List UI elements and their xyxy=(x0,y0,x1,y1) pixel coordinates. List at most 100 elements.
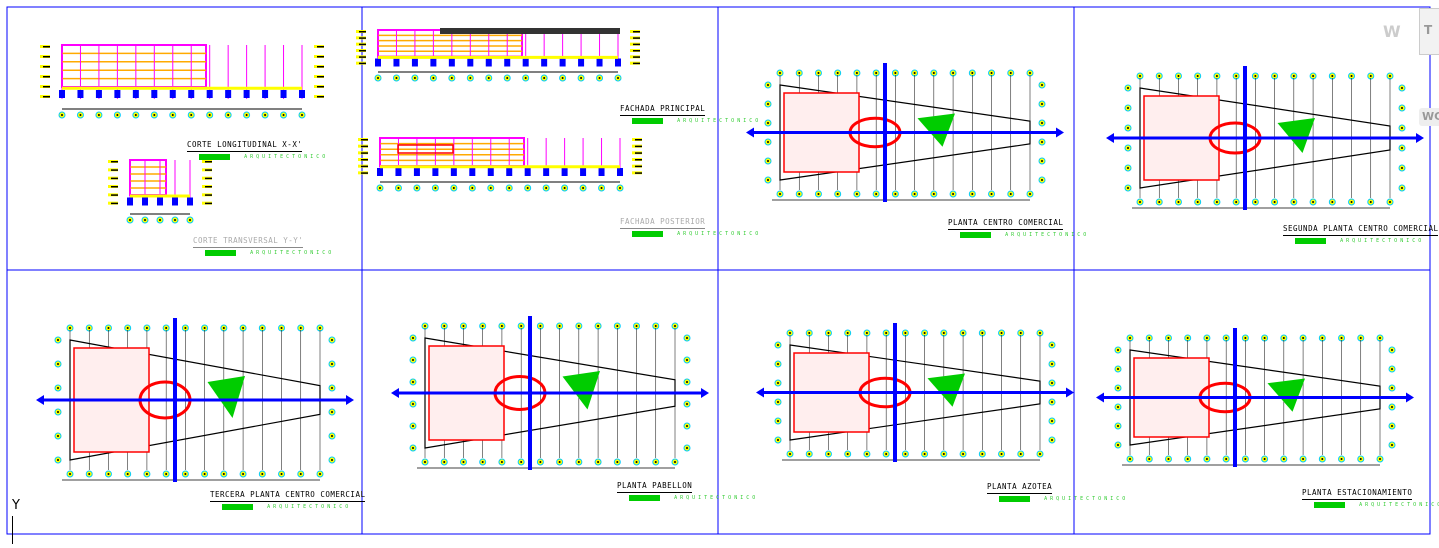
axis-marker-dot xyxy=(1340,337,1343,339)
axis-marker-dot xyxy=(767,84,769,86)
axis-marker-dot xyxy=(57,435,59,437)
footing xyxy=(395,168,402,176)
axis-marker-dot xyxy=(222,327,225,329)
axis-marker-dot xyxy=(1282,337,1285,339)
green-area xyxy=(917,113,955,147)
axis-marker-dot xyxy=(539,325,542,327)
level-tag-mark xyxy=(635,172,642,174)
sheet-subtitle: ESC 1/100 ARQUITECTONICO xyxy=(960,232,1089,238)
viewcube-face[interactable]: W xyxy=(1383,22,1401,41)
axis-marker-dot xyxy=(923,453,926,455)
axis-marker-dot xyxy=(767,179,769,181)
viewcube-top-button[interactable]: T xyxy=(1419,8,1439,55)
axis-marker-dot xyxy=(412,425,414,427)
footing xyxy=(411,58,418,67)
green-area xyxy=(562,371,600,410)
axis-marker-dot xyxy=(558,461,561,463)
axis-marker-dot xyxy=(923,332,926,334)
sheet-subtitle: ESC 1/100 ARQUITECTONICO xyxy=(222,504,351,510)
footing xyxy=(430,58,437,67)
footing xyxy=(450,168,457,176)
axis-marker-dot xyxy=(1391,387,1393,389)
axis-marker-dot xyxy=(616,325,619,327)
axis-marker-dot xyxy=(543,77,546,79)
axis-marker-dot xyxy=(817,193,820,195)
axis-marker-dot xyxy=(432,77,435,79)
level-tag-mark xyxy=(359,37,366,39)
axis-marker-dot xyxy=(144,219,146,221)
axis-marker-dot xyxy=(855,72,858,74)
scale-label: ESC 1/100 xyxy=(632,118,664,124)
axis-marker-dot xyxy=(88,473,91,475)
axis-marker-dot xyxy=(413,77,416,79)
footing xyxy=(448,58,455,67)
axis-marker-dot xyxy=(1215,75,1218,77)
axis-marker-dot xyxy=(817,72,820,74)
axis-marker-dot xyxy=(107,473,110,475)
axis-marker-dot xyxy=(280,327,283,329)
axis-marker-dot xyxy=(1292,201,1295,203)
axis-marker-dot xyxy=(779,72,781,74)
level-tag-mark xyxy=(635,159,642,161)
plan-outline xyxy=(424,337,676,449)
axis-marker-dot xyxy=(1117,425,1119,427)
axis-marker-dot xyxy=(1244,458,1247,460)
level-tag-mark xyxy=(359,31,366,33)
axis-marker-dot xyxy=(836,72,839,74)
level-tag-mark xyxy=(359,62,366,65)
axis-marker-dot xyxy=(767,141,769,143)
axis-marker-dot xyxy=(865,332,868,334)
viewcube-compass[interactable]: WC xyxy=(1419,108,1439,126)
drawing-type-label: ARQUITECTONICO xyxy=(1359,502,1439,508)
footing xyxy=(127,197,133,206)
axis-marker-dot xyxy=(577,461,580,463)
level-tag-mark xyxy=(635,165,642,168)
axis-marker-dot xyxy=(1051,420,1053,422)
axis-marker-dot xyxy=(245,114,248,116)
axis-marker-dot xyxy=(686,403,688,405)
axis-marker-dot xyxy=(1321,458,1324,460)
axis-marker-dot xyxy=(932,72,935,74)
axis-marker-dot xyxy=(508,187,511,189)
axis-marker-dot xyxy=(1196,75,1199,77)
arrow-left-icon xyxy=(746,127,754,138)
axis-marker-dot xyxy=(520,325,523,327)
drawing-type-label: ARQUITECTONICO xyxy=(250,250,335,256)
axis-marker-dot xyxy=(952,72,955,74)
level-tag-mark xyxy=(359,56,366,58)
axis-marker-dot xyxy=(674,461,676,463)
axis-marker-dot xyxy=(481,325,484,327)
axis-marker-dot xyxy=(1000,453,1003,455)
axis-marker-dot xyxy=(145,327,148,329)
axis-marker-dot xyxy=(885,453,888,455)
axis-marker-dot xyxy=(395,77,398,79)
axis-marker-dot xyxy=(487,77,490,79)
axis-marker-dot xyxy=(261,327,264,329)
axis-marker-dot xyxy=(424,461,426,463)
axis-marker-dot xyxy=(1369,201,1372,203)
axis-marker-dot xyxy=(1051,401,1053,403)
scale-label: ESC 1/100 xyxy=(1314,502,1346,508)
axis-marker-dot xyxy=(1148,337,1151,339)
plan-outline xyxy=(1129,349,1381,446)
axis-marker-dot xyxy=(319,473,321,475)
footing xyxy=(485,58,492,67)
axis-marker-dot xyxy=(69,473,71,475)
axis-marker-dot xyxy=(1401,147,1403,149)
axis-marker-dot xyxy=(331,339,333,341)
axis-marker-dot xyxy=(686,447,688,449)
axis-marker-dot xyxy=(1282,458,1285,460)
level-tag-mark xyxy=(111,177,118,180)
sheet-subtitle: ESC 1/100 ARQUITECTONICO xyxy=(199,154,328,160)
axis-marker-dot xyxy=(1117,349,1119,351)
drawing-type-label: ARQUITECTONICO xyxy=(244,154,329,160)
axis-marker-dot xyxy=(1254,75,1257,77)
axis-marker-dot xyxy=(635,461,638,463)
level-tag-mark xyxy=(633,50,640,52)
axis-marker-dot xyxy=(261,473,264,475)
axis-marker-dot xyxy=(1041,103,1043,105)
scale-label: ESC 1/100 xyxy=(222,504,254,510)
axis-marker-dot xyxy=(827,453,830,455)
axis-marker-dot xyxy=(798,72,801,74)
